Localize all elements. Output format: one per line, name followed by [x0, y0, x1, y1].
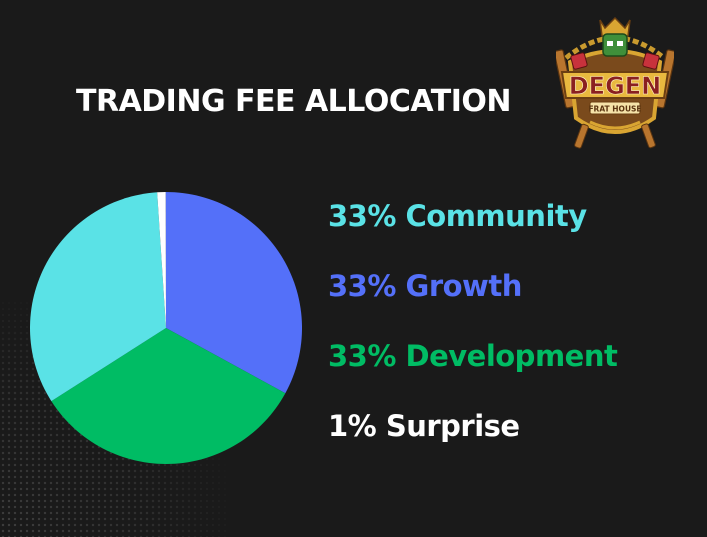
pie-slice-community [30, 192, 167, 402]
legend-item-growth: 33% Growth [328, 269, 522, 303]
logo-main-text: DEGEN [569, 72, 662, 100]
pie-slice-surprise [157, 192, 166, 328]
pie-slice-development [51, 328, 286, 465]
fee-allocation-pie-chart [30, 191, 303, 465]
legend-item-development: 33% Development [328, 339, 618, 373]
pie-slice-growth [165, 191, 303, 394]
legend-item-surprise: 1% Surprise [328, 409, 520, 443]
chart-legend: 33% Community 33% Growth 33% Development 1%… [328, 198, 618, 478]
slide-title: TRADING FEE ALLOCATION [76, 84, 511, 119]
legend-item-community: 33% Community [328, 199, 587, 233]
degen-frat-house-logo: DEGEN FRAT HOUSE [556, 16, 674, 149]
logo-sub-text: FRAT HOUSE [588, 105, 641, 114]
